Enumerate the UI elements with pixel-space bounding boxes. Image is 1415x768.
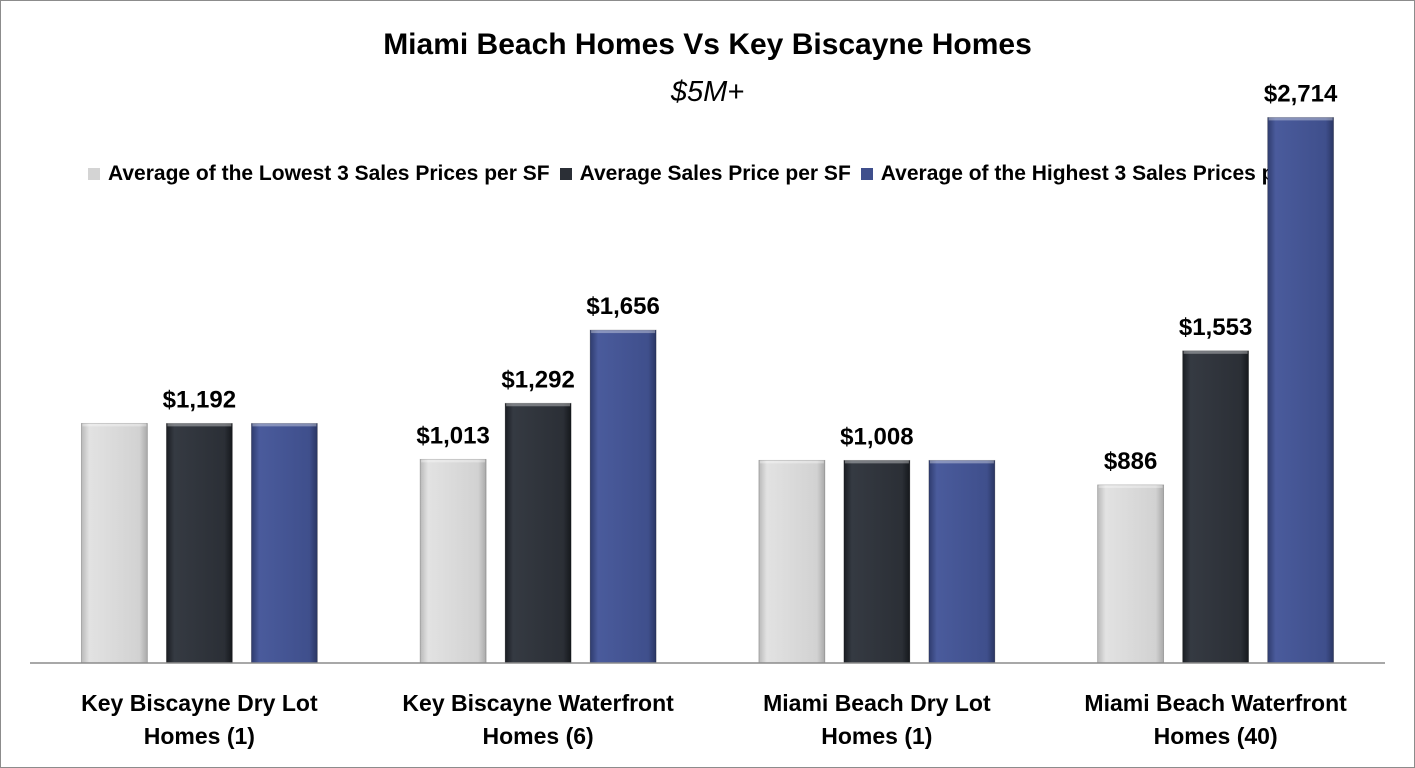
legend-item-lowest: Average of the Lowest 3 Sales Prices per… — [87, 162, 550, 186]
legend-swatch-average — [559, 168, 572, 180]
legend-label-highest: Average of the Highest 3 Sales Prices pe… — [880, 162, 1328, 185]
legend-item-highest: Average of the Highest 3 Sales Prices pe… — [860, 162, 1328, 186]
bar-bevel-lowest-cat-1 — [421, 459, 486, 463]
category-label-1-line-0: Key Biscayne Waterfront — [402, 690, 674, 716]
data-label-average-cat-2: $1,008 — [840, 423, 913, 450]
category-label-1-line-1: Homes (6) — [483, 723, 594, 749]
bar-average-cat-1 — [504, 402, 572, 664]
category-label-3: Miami Beach Waterfront Homes (40) — [1084, 690, 1347, 749]
data-label-highest-cat-3: $2,714 — [1264, 80, 1338, 107]
bar-bevel-lowest-cat-2 — [759, 460, 824, 464]
bar-bevel-average-cat-1 — [506, 403, 571, 407]
data-label-average-cat-1: $1,292 — [501, 366, 574, 393]
bar-bevel-highest-cat-3 — [1268, 117, 1333, 121]
bar-average-cat-3 — [1182, 350, 1250, 664]
category-label-0-line-0: Key Biscayne Dry Lot — [81, 690, 318, 716]
legend-label-lowest: Average of the Lowest 3 Sales Prices per… — [107, 162, 550, 185]
bar-lowest-cat-3 — [1097, 484, 1165, 664]
legend-swatch-lowest — [87, 168, 100, 180]
chart-legend: Average of the Lowest 3 Sales Prices per… — [0, 162, 1415, 186]
category-label-0-line-1: Homes (1) — [144, 723, 255, 749]
data-label-lowest-cat-1: $1,013 — [416, 422, 489, 449]
bar-lowest-cat-1 — [419, 458, 487, 664]
bar-average-cat-2 — [843, 459, 911, 664]
bar-average-cat-0 — [165, 422, 233, 664]
category-label-1: Key Biscayne Waterfront Homes (6) — [402, 690, 674, 749]
category-label-3-line-1: Homes (40) — [1154, 723, 1278, 749]
data-label-highest-cat-1: $1,656 — [586, 293, 659, 320]
chart-title: Miami Beach Homes Vs Key Biscayne Homes — [383, 28, 1032, 61]
bar-highest-cat-0 — [250, 422, 318, 664]
bar-lowest-cat-2 — [758, 459, 826, 664]
bar-bevel-highest-cat-1 — [591, 330, 656, 334]
bar-highest-cat-1 — [589, 329, 657, 664]
bar-bevel-average-cat-0 — [167, 423, 232, 427]
chart-subtitle: $5M+ — [670, 76, 745, 108]
legend-swatch-highest — [860, 168, 873, 180]
legend-item-average: Average Sales Price per SF — [559, 162, 851, 186]
bar-bevel-lowest-cat-3 — [1098, 484, 1163, 488]
bar-highest-cat-2 — [928, 459, 996, 664]
legend-label-average: Average Sales Price per SF — [579, 162, 851, 185]
category-label-2: Miami Beach Dry Lot Homes (1) — [763, 690, 991, 749]
data-label-lowest-cat-3: $886 — [1104, 448, 1157, 475]
bar-lowest-cat-0 — [80, 422, 148, 664]
category-label-3-line-0: Miami Beach Waterfront — [1084, 690, 1347, 716]
bar-bevel-lowest-cat-0 — [82, 423, 147, 427]
bar-bevel-highest-cat-2 — [929, 460, 994, 464]
bar-bevel-average-cat-3 — [1183, 350, 1248, 354]
bar-highest-cat-3 — [1267, 116, 1335, 664]
category-label-0: Key Biscayne Dry Lot Homes (1) — [81, 690, 318, 749]
bar-bevel-highest-cat-0 — [252, 423, 317, 427]
data-label-average-cat-3: $1,553 — [1179, 314, 1252, 341]
bar-bevel-average-cat-2 — [844, 460, 909, 464]
category-label-2-line-1: Homes (1) — [821, 723, 932, 749]
data-label-average-cat-0: $1,192 — [163, 386, 236, 413]
category-label-2-line-0: Miami Beach Dry Lot — [763, 690, 991, 716]
